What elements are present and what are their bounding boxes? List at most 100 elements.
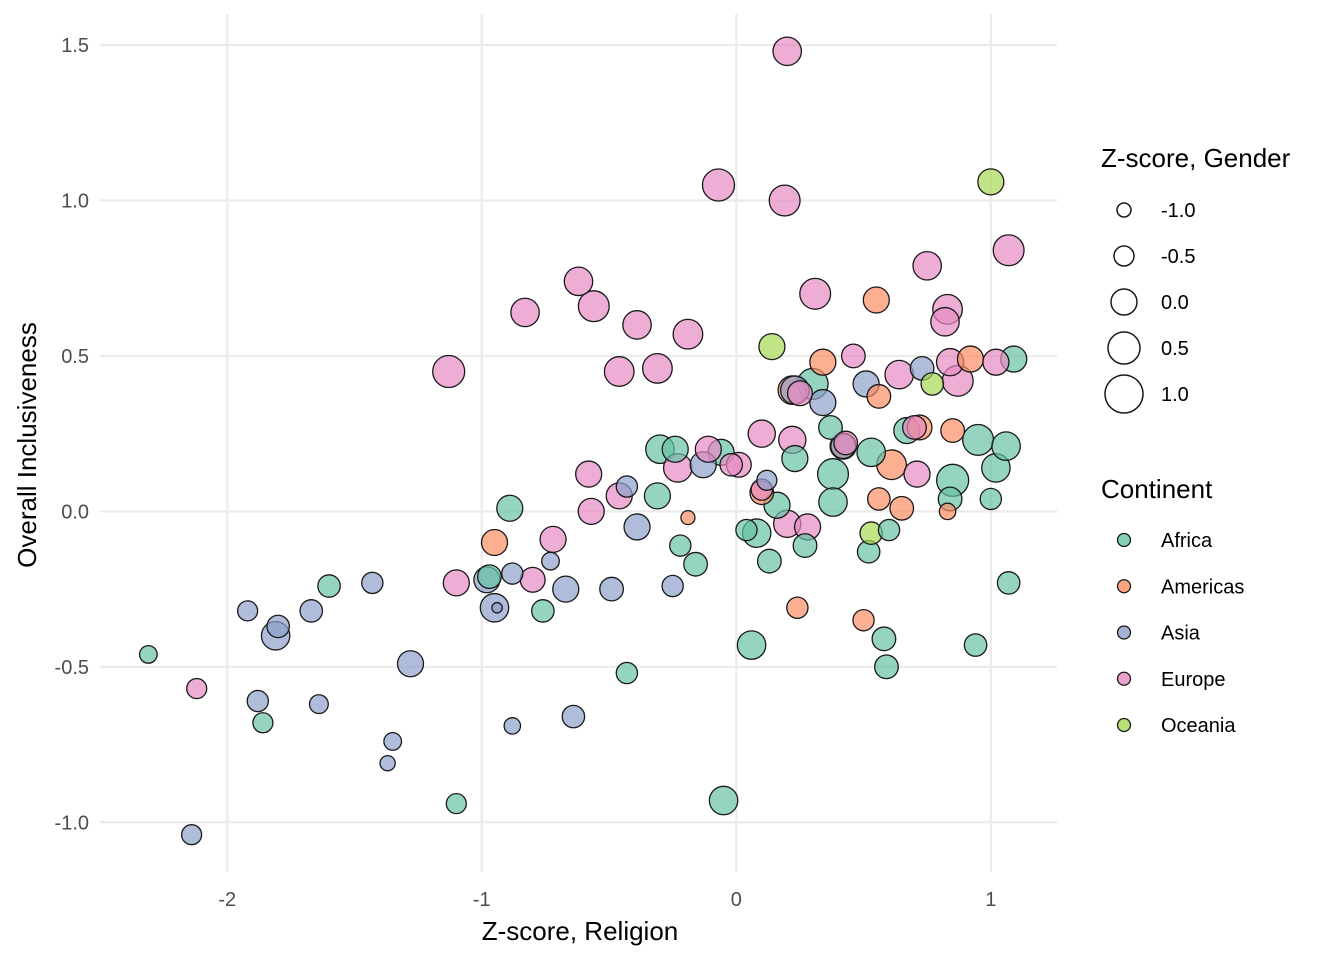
point-americas bbox=[852, 608, 875, 632]
point-africa bbox=[856, 437, 887, 468]
point-africa bbox=[792, 533, 818, 559]
point-asia bbox=[503, 717, 522, 735]
point-europe bbox=[563, 266, 594, 297]
y-tick-label: 0.5 bbox=[61, 346, 89, 368]
size-legend-title: Z-score, Gender bbox=[1101, 143, 1291, 173]
point-europe bbox=[519, 566, 546, 593]
point-europe bbox=[930, 306, 960, 337]
point-africa bbox=[979, 487, 1003, 511]
point-oceania bbox=[758, 332, 786, 361]
point-africa bbox=[877, 518, 901, 542]
color-legend-swatch-americas bbox=[1116, 579, 1132, 594]
point-europe bbox=[672, 318, 704, 350]
point-africa bbox=[643, 482, 672, 510]
point-africa bbox=[756, 548, 782, 574]
point-americas bbox=[480, 528, 509, 557]
point-asia bbox=[379, 754, 396, 772]
y-axis-title: Overall Inclusiveness bbox=[12, 322, 42, 568]
point-americas bbox=[786, 596, 809, 620]
color-legend-swatch-asia bbox=[1116, 625, 1132, 640]
size-legend-circle bbox=[1113, 245, 1135, 267]
point-europe bbox=[701, 168, 736, 202]
size-legend-label: 0.5 bbox=[1161, 338, 1189, 360]
color-legend: Continent Africa Americas Asia Europe Oceani… bbox=[1101, 474, 1244, 737]
point-asia bbox=[756, 469, 778, 491]
point-europe bbox=[575, 460, 603, 488]
point-americas bbox=[866, 487, 891, 511]
point-africa bbox=[962, 423, 995, 456]
point-africa bbox=[818, 415, 843, 440]
grid-lines bbox=[100, 14, 1057, 872]
point-africa bbox=[138, 644, 158, 664]
size-legend-label: -1.0 bbox=[1161, 200, 1195, 222]
size-legend-circle bbox=[1107, 331, 1141, 365]
point-europe bbox=[902, 415, 927, 440]
color-legend-swatch-europe bbox=[1116, 671, 1132, 686]
point-oceania bbox=[920, 372, 945, 396]
point-europe bbox=[577, 497, 605, 526]
point-asia bbox=[361, 571, 384, 595]
point-europe bbox=[603, 356, 635, 387]
point-europe bbox=[772, 36, 803, 67]
point-americas bbox=[809, 348, 837, 376]
point-africa bbox=[871, 626, 897, 652]
point-africa bbox=[476, 564, 502, 590]
point-africa bbox=[445, 792, 467, 815]
point-americas bbox=[940, 418, 966, 444]
point-asia bbox=[383, 731, 403, 751]
color-legend-label-americas: Americas bbox=[1161, 576, 1244, 598]
x-tick-label: 1 bbox=[985, 889, 996, 911]
color-legend-swatch-africa bbox=[1116, 532, 1132, 548]
point-europe bbox=[432, 354, 466, 389]
point-asia bbox=[396, 650, 425, 678]
point-europe bbox=[577, 290, 610, 323]
point-europe bbox=[719, 452, 744, 477]
point-europe bbox=[510, 297, 540, 328]
y-tick-label: -1.0 bbox=[55, 812, 89, 834]
point-europe bbox=[903, 460, 931, 488]
data-points bbox=[138, 36, 1028, 846]
point-asia bbox=[266, 614, 291, 639]
point-asia bbox=[561, 704, 586, 729]
point-asia bbox=[501, 562, 524, 585]
color-legend-label-oceania: Oceania bbox=[1161, 715, 1236, 737]
point-africa bbox=[781, 444, 809, 473]
point-americas bbox=[862, 286, 890, 314]
y-tick-label: -0.5 bbox=[55, 657, 89, 679]
y-tick-label: 1.5 bbox=[61, 35, 89, 57]
point-europe bbox=[799, 277, 832, 310]
x-tick-label: -1 bbox=[473, 889, 491, 911]
point-asia bbox=[661, 574, 684, 598]
point-asia bbox=[246, 689, 270, 713]
point-africa bbox=[816, 458, 850, 491]
y-axis-ticks: -1.0 -0.5 0.0 0.5 1.0 1.5 bbox=[55, 35, 89, 834]
point-africa bbox=[818, 487, 848, 517]
point-africa bbox=[683, 551, 709, 577]
y-tick-label: 0.0 bbox=[61, 501, 89, 523]
point-africa bbox=[963, 633, 988, 657]
color-legend-title: Continent bbox=[1101, 474, 1213, 504]
point-africa bbox=[661, 435, 689, 463]
size-legend-label: 1.0 bbox=[1161, 384, 1189, 406]
point-europe bbox=[833, 430, 859, 456]
point-europe bbox=[884, 359, 915, 390]
point-europe bbox=[786, 380, 813, 407]
point-europe bbox=[747, 419, 777, 448]
point-americas bbox=[956, 345, 985, 373]
point-africa bbox=[996, 571, 1021, 595]
point-africa bbox=[531, 599, 555, 623]
size-legend-circle bbox=[1110, 288, 1138, 316]
point-europe bbox=[539, 525, 567, 554]
size-legend-circle bbox=[1116, 202, 1132, 218]
point-oceania bbox=[977, 168, 1005, 196]
size-legend-label: -0.5 bbox=[1161, 246, 1195, 268]
x-tick-label: -2 bbox=[218, 889, 236, 911]
y-tick-label: 1.0 bbox=[61, 191, 89, 213]
color-legend-swatch-oceania bbox=[1116, 717, 1132, 733]
x-tick-label: 0 bbox=[731, 889, 742, 911]
point-europe bbox=[186, 677, 208, 700]
point-africa bbox=[669, 534, 692, 557]
point-africa bbox=[252, 712, 274, 734]
point-africa bbox=[708, 785, 739, 816]
